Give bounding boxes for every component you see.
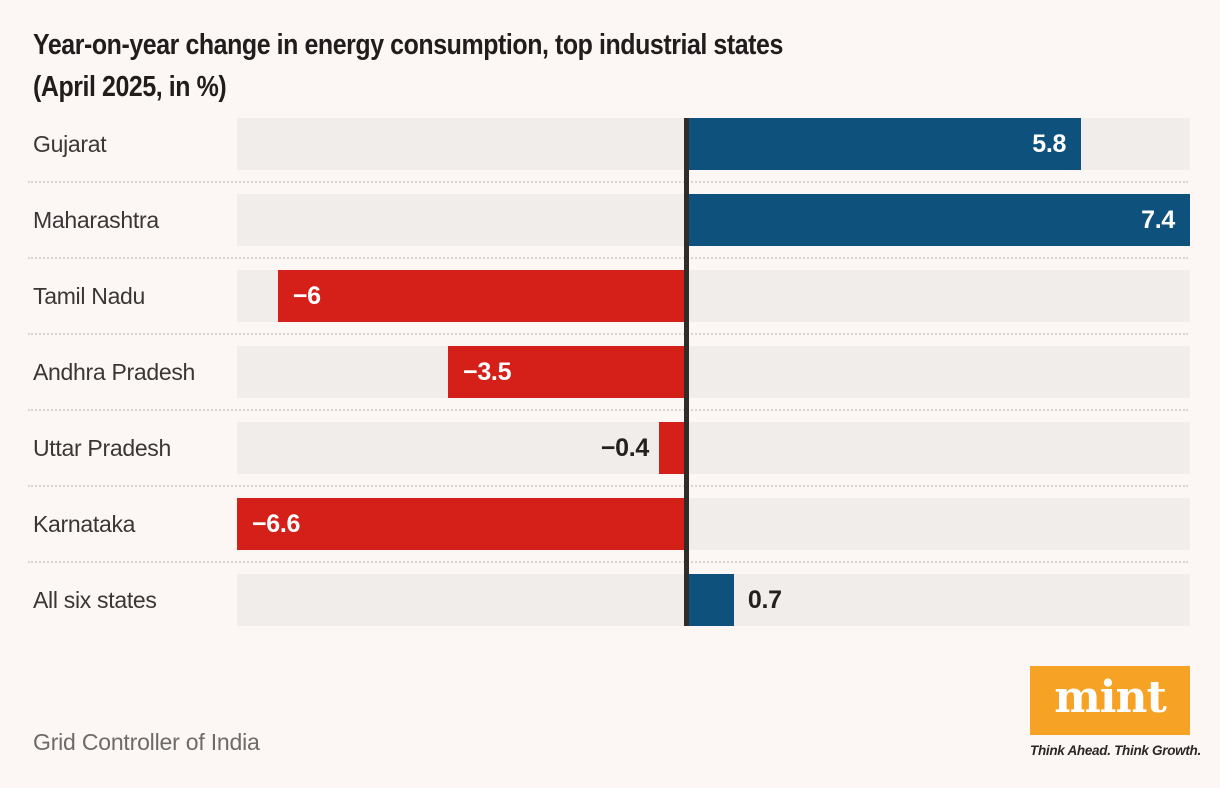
value-label: 5.8 <box>1032 129 1067 158</box>
bar-positive <box>686 574 734 626</box>
bar-positive <box>686 194 1190 246</box>
bar-track <box>237 422 1190 474</box>
bar-negative <box>448 346 687 398</box>
category-label: Maharashtra <box>33 206 159 233</box>
value-label: −0.4 <box>600 433 650 462</box>
category-label: All six states <box>33 586 157 613</box>
category-label: Tamil Nadu <box>33 282 146 309</box>
category-label: Andhra Pradesh <box>33 358 196 385</box>
mint-logo-tagline: Think Ahead. Think Growth. <box>1030 743 1201 758</box>
value-label: 0.7 <box>747 585 782 614</box>
category-label: Uttar Pradesh <box>33 434 171 461</box>
bar-negative <box>277 270 687 322</box>
bar-negative <box>237 498 687 550</box>
row-separator <box>28 561 1188 563</box>
row-separator <box>28 409 1188 411</box>
mint-logo: mint Think Ahead. Think Growth. <box>1030 666 1201 758</box>
value-label: −6 <box>292 281 321 310</box>
zero-axis-line <box>683 118 689 626</box>
bar-chart: Gujarat 5.8 Maharashtra 7.4 Tamil Nadu −6 Andh… <box>0 118 1220 626</box>
bar-positive <box>686 118 1082 170</box>
row-separator <box>28 181 1188 183</box>
category-label: Gujarat <box>33 130 107 157</box>
row-separator <box>28 485 1188 487</box>
row-separator <box>28 333 1188 335</box>
mint-logo-wordmark: mint <box>1054 671 1167 723</box>
chart-title: Year-on-year change in energy consumptio… <box>33 24 783 108</box>
value-label: −6.6 <box>252 509 301 538</box>
chart-title-line2: (April 2025, in %) <box>33 71 227 103</box>
mint-logo-box: mint <box>1030 666 1190 735</box>
value-label: −3.5 <box>463 357 512 386</box>
bar-negative <box>659 422 687 474</box>
row-separator <box>28 257 1188 259</box>
chart-title-line1: Year-on-year change in energy consumptio… <box>33 29 783 61</box>
source-attribution: Grid Controller of India <box>33 729 260 755</box>
category-label: Karnataka <box>33 510 136 537</box>
bar-track <box>237 346 1190 398</box>
value-label: 7.4 <box>1141 205 1175 234</box>
